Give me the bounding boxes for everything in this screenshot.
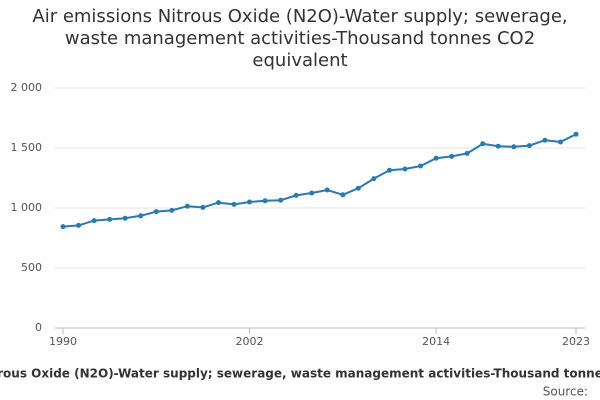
point: [418, 163, 424, 169]
point: [340, 192, 346, 198]
point: [122, 215, 128, 221]
point: [449, 153, 455, 159]
point: [495, 143, 501, 149]
point: [386, 167, 392, 173]
point: [511, 144, 517, 150]
point: [293, 192, 299, 198]
point: [557, 139, 563, 145]
point: [184, 203, 190, 209]
y-tick-label: 2 000: [11, 81, 43, 94]
source: Source:: [543, 385, 588, 399]
point: [542, 137, 548, 143]
point: [371, 176, 377, 182]
x-tick-label: 2002: [236, 335, 264, 348]
point: [278, 197, 284, 203]
x-tick-label: 2014: [422, 335, 450, 348]
point: [60, 224, 66, 230]
point: [402, 166, 408, 172]
point: [107, 216, 113, 222]
point: [76, 222, 82, 228]
y-tick-label: 1 000: [11, 201, 43, 214]
y-tick-label: 500: [21, 261, 42, 274]
point: [215, 200, 221, 206]
x-tick-label: 1990: [49, 335, 77, 348]
point: [153, 209, 159, 215]
y-tick-label: 0: [35, 321, 42, 334]
point: [433, 155, 439, 161]
point: [231, 201, 237, 207]
point: [262, 198, 268, 204]
point: [138, 213, 144, 219]
chart-title: Air emissions Nitrous Oxide (N2O)-Water …: [32, 6, 568, 71]
point: [247, 199, 253, 205]
point: [464, 150, 470, 156]
point: [91, 218, 97, 224]
point: [526, 143, 532, 149]
point: [169, 207, 175, 213]
point: [200, 204, 206, 210]
point: [309, 190, 315, 196]
point: [355, 185, 361, 191]
x-tick-label: 2023: [562, 335, 590, 348]
point: [480, 141, 486, 147]
y-tick-label: 1 500: [11, 141, 43, 154]
x-axis-label: Air emissions Nitrous Oxide (N2O)-Water …: [0, 367, 600, 381]
point: [324, 187, 330, 193]
point: [573, 131, 579, 137]
line: [62, 133, 577, 228]
